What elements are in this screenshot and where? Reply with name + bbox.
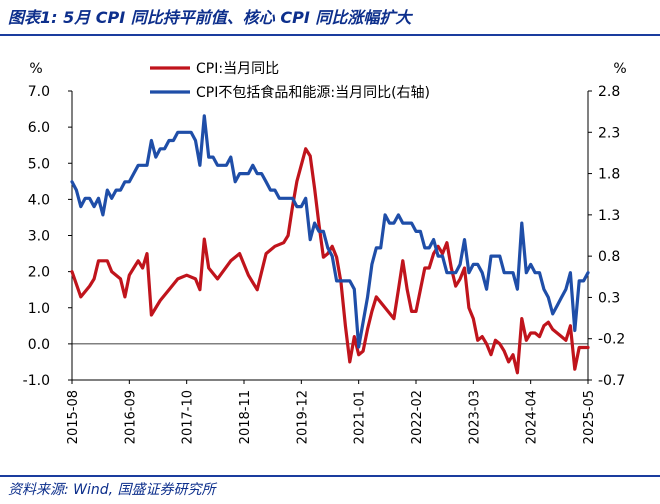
right-tick-label: 1.8 — [598, 167, 620, 183]
core-cpi-line — [70, 114, 590, 349]
x-tick-label: 2015-08 — [66, 390, 81, 444]
chart-title: 图表1: 5月 CPI 同比持平前值、核心 CPI 同比涨幅扩大 — [8, 8, 412, 27]
x-tick-label: 2025-05 — [582, 390, 597, 444]
right-axis-unit: % — [613, 61, 626, 77]
x-tick-label: 2021-01 — [353, 390, 368, 444]
left-tick-label: 6.0 — [28, 120, 50, 136]
right-tick-label: 0.8 — [598, 249, 620, 265]
left-tick-label: 7.0 — [28, 84, 50, 100]
title-divider — [0, 34, 660, 36]
left-tick-label: 5.0 — [28, 156, 50, 172]
cpi-line — [70, 147, 590, 375]
source-divider — [0, 475, 660, 477]
source-note: 资料来源: Wind, 国盛证券研究所 — [8, 482, 216, 498]
x-tick-label: 2016-09 — [123, 390, 138, 444]
x-tick-label: 2024-04 — [525, 390, 540, 444]
legend-label-core-cpi: CPI不包括食品和能源:当月同比(右轴) — [196, 84, 430, 101]
right-tick-label: 2.8 — [598, 84, 620, 100]
left-tick-label: 1.0 — [28, 301, 50, 317]
x-tick-label: 2018-11 — [238, 390, 253, 444]
x-tick-label: 2023-03 — [467, 390, 482, 444]
left-tick-label: 2.0 — [28, 265, 50, 281]
legend-label-cpi: CPI:当月同比 — [196, 61, 279, 77]
left-tick-label: 3.0 — [28, 229, 50, 245]
left-tick-label: 4.0 — [28, 192, 50, 208]
right-tick-label: 0.3 — [598, 290, 620, 306]
left-tick-label: 0.0 — [28, 337, 50, 353]
x-tick-label: 2017-10 — [181, 390, 196, 444]
left-tick-label: -1.0 — [23, 373, 50, 389]
right-tick-label: 2.3 — [598, 125, 620, 141]
right-tick-label: -0.2 — [598, 332, 625, 348]
x-tick-label: 2022-02 — [410, 390, 425, 444]
left-axis-unit: % — [29, 61, 42, 77]
right-tick-label: 1.3 — [598, 208, 620, 224]
right-tick-label: -0.7 — [598, 373, 625, 389]
x-tick-label: 2019-12 — [295, 390, 310, 444]
line-chart: % 7.0 6.0 5.0 4.0 3.0 2.0 1.0 0.0 -1.0 % 2.8 2.3 1.8… — [23, 61, 627, 444]
